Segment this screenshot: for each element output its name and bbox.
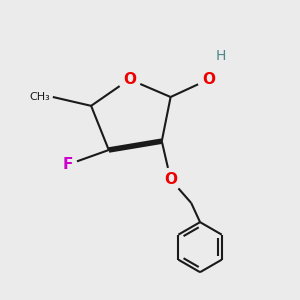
Circle shape [159,168,182,190]
Circle shape [198,68,220,91]
Circle shape [118,68,141,91]
Text: F: F [62,157,73,172]
Text: H: H [215,49,226,63]
Text: CH₃: CH₃ [29,92,50,102]
Text: O: O [164,172,177,187]
Text: O: O [123,72,136,87]
Circle shape [58,155,77,174]
Text: O: O [202,72,215,87]
